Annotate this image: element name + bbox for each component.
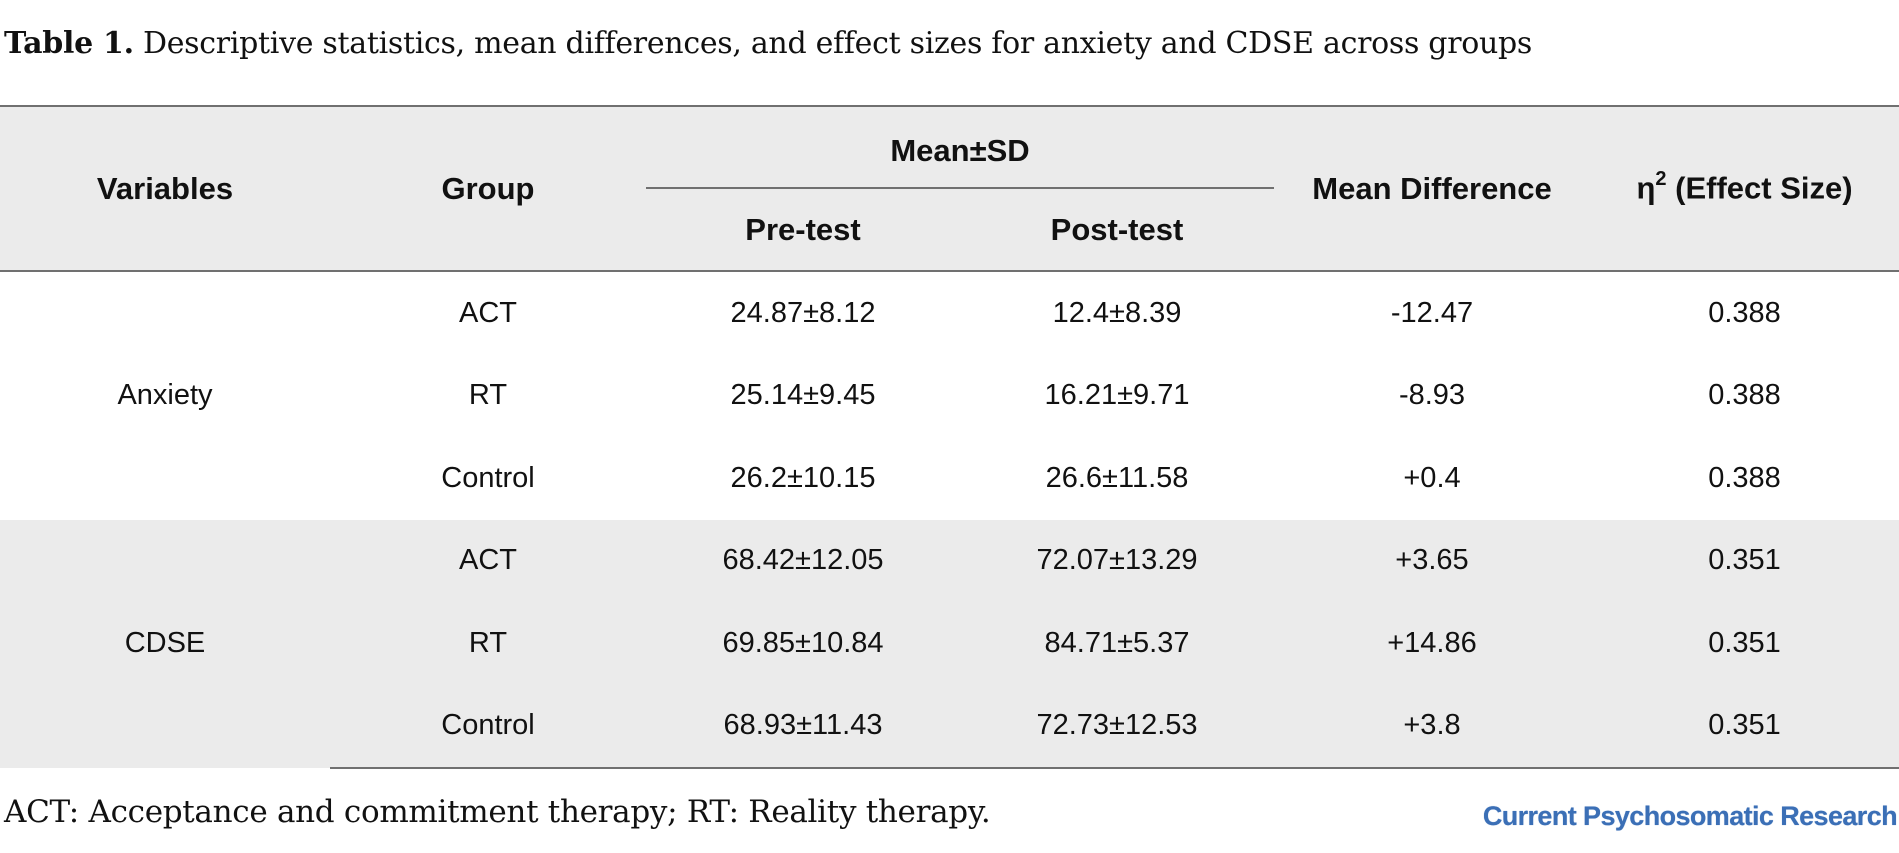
mean-difference-cell: +14.86 [1274, 602, 1590, 685]
section-cdse: CDSE ACT 68.42±12.05 72.07±13.29 +3.65 0… [0, 519, 1899, 769]
mean-difference-cell: +0.4 [1403, 461, 1461, 494]
post-test-cell: 72.73±12.53 [960, 684, 1274, 769]
group-cell: RT [330, 602, 646, 685]
post-test-cell: 72.07±13.29 [960, 519, 1274, 602]
table-row: Control 68.93±11.43 72.73±12.53 +3.8 0.3… [0, 684, 1899, 769]
mean-difference-cell: +3.65 [1274, 519, 1590, 602]
post-test-cell: 84.71±5.37 [960, 602, 1274, 685]
header-mean-sd-label: Mean±SD [890, 133, 1030, 168]
post-test-cell: 26.6±11.58 [1045, 461, 1189, 494]
table-row: RT 25.14±9.45 16.21±9.71 -8.93 0.388 [0, 355, 1899, 438]
caption-label: Table 1. [4, 26, 134, 61]
table-row: RT 69.85±10.84 84.71±5.37 +14.86 0.351 [0, 602, 1899, 685]
group-cell: Control [330, 684, 646, 769]
effect-size-cell: 0.388 [1708, 379, 1781, 412]
header-mean-sd: Mean±SD [646, 105, 1274, 189]
effect-size-cell: 0.351 [1590, 519, 1899, 602]
group-cell: RT [468, 379, 508, 412]
group-cell: ACT [459, 296, 517, 329]
table-row: CDSE ACT 68.42±12.05 72.07±13.29 +3.65 0… [0, 519, 1899, 768]
header-effect-size: η2 (Effect Size) [1590, 105, 1899, 272]
pre-test-cell: 25.14±9.45 [730, 379, 876, 412]
mean-difference-cell: +3.8 [1274, 684, 1590, 769]
pre-test-cell: 24.87±8.12 [730, 296, 876, 329]
pre-test-cell: 26.2±10.15 [730, 461, 876, 494]
section-anxiety: Anxiety ACT 24.87±8.12 12.4±8.39 -12.47 … [0, 271, 1899, 520]
table-header: Variables Group Mean±SD Mean Difference … [0, 105, 1899, 272]
variable-cell: CDSE [0, 519, 330, 768]
table-row: Anxiety ACT 24.87±8.12 12.4±8.39 -12.47 … [0, 271, 1899, 412]
pre-test-cell: 68.42±12.05 [646, 519, 960, 602]
header-group: Group [330, 105, 646, 272]
effect-size-symbol: η [1636, 170, 1656, 206]
effect-size-label: (Effect Size) [1666, 170, 1853, 206]
header-mean-sd-rule [646, 187, 1274, 189]
caption-text: Descriptive statistics, mean differences… [142, 26, 1533, 61]
table-footnote: ACT: Acceptance and commitment therapy; … [4, 794, 991, 830]
post-test-cell: 16.21±9.71 [1044, 379, 1190, 412]
effect-size-superscript: 2 [1655, 168, 1667, 191]
effect-size-cell: 0.388 [1708, 296, 1781, 329]
header-post-test: Post-test [960, 189, 1274, 272]
statistics-table-container: Variables Group Mean±SD Mean Difference … [0, 105, 1899, 769]
header-mean-difference: Mean Difference [1274, 105, 1590, 272]
pre-test-cell: 68.93±11.43 [646, 684, 960, 769]
group-cell: ACT [330, 519, 646, 602]
mean-difference-cell: -8.93 [1398, 379, 1466, 412]
header-variables: Variables [0, 105, 330, 272]
mean-difference-cell: -12.47 [1390, 296, 1474, 329]
variable-cell: Anxiety [117, 379, 213, 412]
effect-size-cell: 0.351 [1590, 684, 1899, 769]
table-row: Control 26.2±10.15 26.6±11.58 +0.4 0.388 [0, 437, 1899, 520]
effect-size-cell: 0.351 [1590, 602, 1899, 685]
table-caption: Table 1. Descriptive statistics, mean di… [4, 26, 1532, 61]
header-pre-test: Pre-test [646, 189, 960, 272]
post-test-cell: 12.4±8.39 [1052, 296, 1182, 329]
journal-logo: Current Psychosomatic Research [1482, 801, 1898, 831]
effect-size-cell: 0.388 [1708, 461, 1781, 494]
pre-test-cell: 69.85±10.84 [646, 602, 960, 685]
group-cell: Control [441, 461, 535, 494]
statistics-table: Variables Group Mean±SD Mean Difference … [0, 105, 1899, 769]
